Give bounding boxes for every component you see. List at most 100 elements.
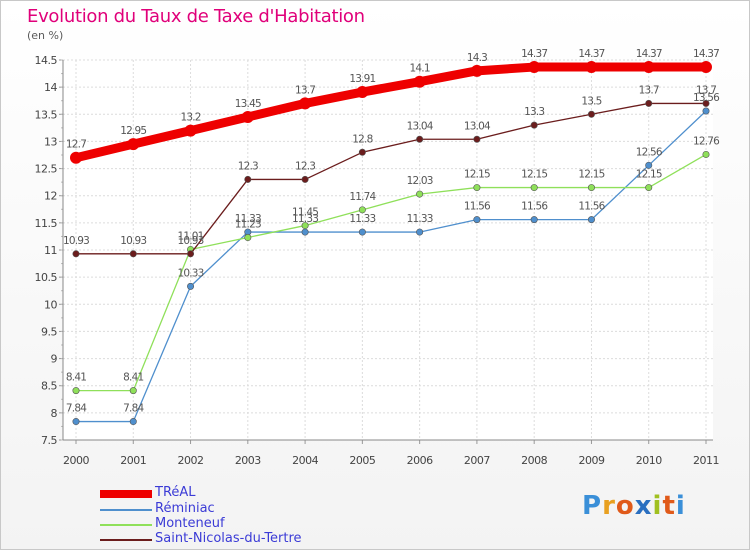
legend-label-saint-nicolas: Saint-Nicolas-du-Tertre [155,531,302,546]
data-label: 8.41 [66,372,86,384]
y-tick-label: 8.5 [41,380,57,393]
data-point [244,175,252,183]
data-point [129,250,137,258]
data-label: 12.56 [636,146,663,158]
y-tick-label: 12 [44,190,57,203]
data-label: 13.45 [235,98,261,110]
series-line-0 [71,62,711,163]
x-tick-label: 2009 [578,454,604,467]
data-point [356,86,369,99]
data-label: 12.3 [238,160,258,172]
data-label: 12.3 [295,160,315,172]
data-label: 11.33 [292,213,318,225]
y-tick-label: 8 [51,407,58,420]
y-tick-label: 11.5 [35,217,58,230]
x-tick-label: 2006 [407,454,433,467]
legend-swatch-saint-nicolas [100,539,152,541]
data-label: 14.37 [521,48,547,60]
data-label: 13.04 [407,120,434,132]
data-label: 11.01 [178,230,204,242]
data-label: 14.3 [467,52,487,64]
data-point [187,282,195,290]
logo-letter: i [652,491,663,521]
data-point [129,418,137,426]
data-point [702,107,710,115]
series-line-1 [75,110,707,423]
data-point [184,124,197,137]
data-label: 14.37 [693,48,719,60]
data-point [416,135,424,143]
data-label: 11.56 [521,201,548,213]
data-label: 12.15 [578,169,604,181]
data-point [585,61,598,74]
data-label: 7.84 [66,403,87,415]
data-point [244,234,252,242]
data-label: 11.33 [407,213,433,225]
data-label: 10.93 [63,235,89,247]
data-point [416,228,424,236]
data-label: 10.33 [178,267,204,279]
data-label: 13.3 [524,106,544,118]
x-tick-label: 2005 [349,454,375,467]
data-label: 12.03 [407,175,433,187]
x-tick-label: 2001 [120,454,146,467]
data-point [530,216,538,224]
data-point [241,111,254,123]
x-tick-label: 2003 [235,454,261,467]
data-point [530,121,538,129]
data-label: 11.33 [235,213,261,225]
data-label: 13.91 [349,73,375,85]
data-label: 11.74 [349,191,376,203]
data-label: 11.45 [292,207,318,219]
data-label: 14.37 [636,48,662,60]
data-label: 12.15 [636,169,662,181]
legend-swatch-treal [100,490,152,498]
data-label: 12.76 [693,135,720,147]
logo-letter: t [662,491,676,521]
data-label: 12.15 [464,169,490,181]
data-point [299,97,312,110]
series-line-3 [75,102,707,255]
y-tick-label: 9 [51,353,58,366]
data-point [587,216,595,224]
data-point [473,184,481,192]
data-label: 12.8 [352,133,372,145]
y-tick-label: 11 [44,244,57,257]
data-label: 10.93 [120,235,146,247]
chart-subtitle: (en %) [27,29,64,42]
data-point [72,387,80,395]
y-tick-label: 10.5 [35,271,58,284]
data-point [358,206,366,214]
data-label: 12.7 [66,139,86,151]
y-tick-label: 13 [44,135,57,148]
data-point [642,61,655,74]
data-point [301,228,309,236]
legend-label-treal: TRéAL [155,485,196,500]
data-label: 13.7 [639,84,659,96]
data-point [645,184,653,192]
data-label: 11.23 [235,219,261,231]
x-tick-label: 2004 [292,454,318,467]
data-label: 14.37 [578,48,604,60]
data-label: 11.56 [578,201,605,213]
data-label: 13.2 [180,112,200,124]
proxiti-logo: Proxiti [582,491,686,521]
data-point [528,61,541,74]
y-tick-label: 14 [44,81,57,94]
logo-letter: P [582,491,603,521]
x-tick-label: 2010 [636,454,662,467]
data-label: 10.93 [178,235,204,247]
logo-letter: i [675,491,686,521]
data-point [473,135,481,143]
data-label: 12.95 [120,125,146,137]
series-line-2 [75,153,707,392]
data-point [72,418,80,426]
data-point [473,216,481,224]
data-label: 14.1 [410,63,430,75]
data-point [470,64,483,77]
logo-letter: r [602,491,616,521]
data-point [127,138,140,151]
data-point [645,99,653,107]
data-point [187,250,195,258]
